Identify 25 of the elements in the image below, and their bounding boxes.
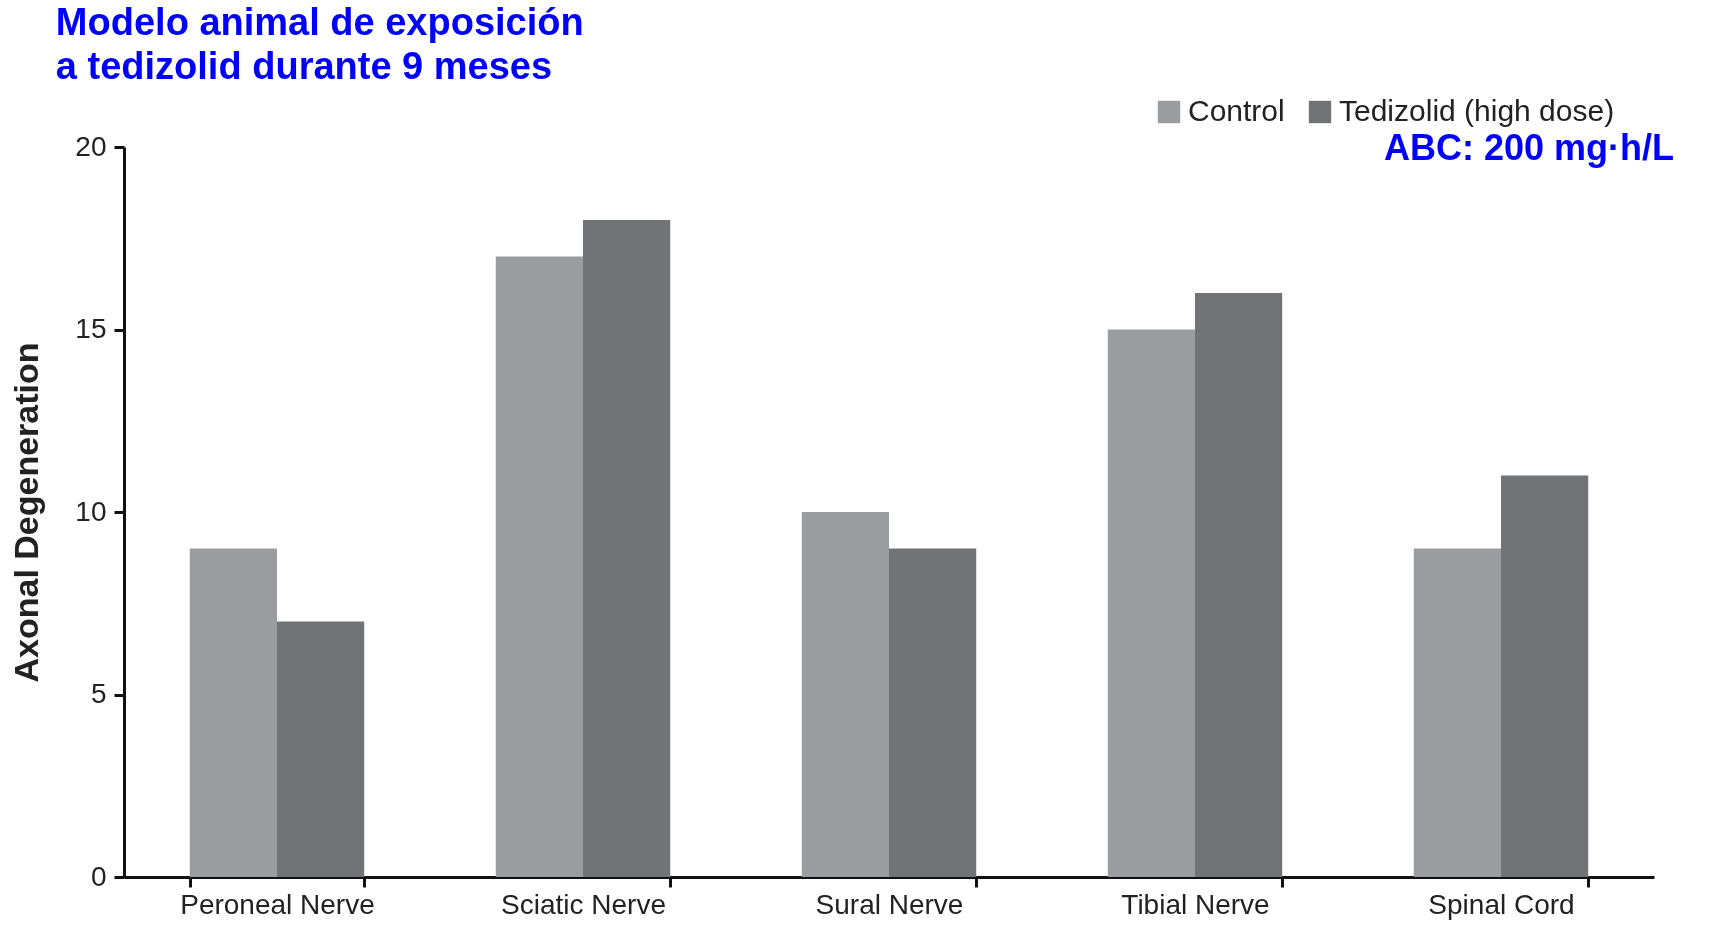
x-tick-label: Peroneal Nerve: [180, 888, 375, 920]
y-tick-label: 10: [75, 495, 107, 527]
bar: [189, 548, 277, 877]
bar: [495, 256, 583, 877]
legend-label: Tedizolid (high dose): [1339, 94, 1615, 127]
y-tick-label: 0: [90, 860, 107, 892]
y-axis-title: Axonal Degeneration: [7, 342, 46, 683]
legend-label: Control: [1188, 94, 1285, 127]
bar: [1195, 293, 1283, 877]
annotation: ABC: 200 mg·h/L: [1383, 127, 1674, 168]
bar: [889, 548, 977, 877]
y-tick-label: 5: [90, 678, 107, 709]
x-tick-label: Spinal Cord: [1428, 888, 1575, 920]
bar: [1107, 329, 1195, 877]
y-tick-label: 15: [75, 313, 107, 344]
x-tick-label: Sural Nerve: [815, 888, 964, 920]
chart-title: Modelo animal de exposición a tedizolid durante 9 meses: [55, 1, 584, 87]
bar: [801, 512, 889, 877]
bar: [583, 220, 671, 877]
bar: [277, 621, 365, 877]
x-tick-label: Tibial Nerve: [1121, 888, 1270, 920]
x-tick-label: Sciatic Nerve: [501, 888, 666, 920]
bar: [1413, 548, 1501, 877]
bar: [1501, 475, 1589, 877]
y-tick-label: 20: [75, 130, 107, 162]
